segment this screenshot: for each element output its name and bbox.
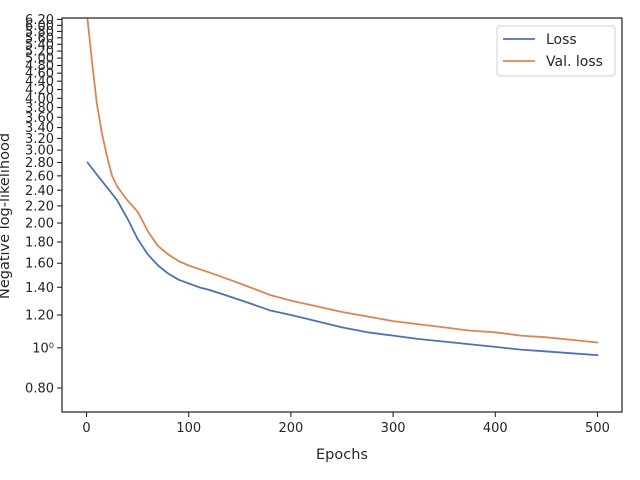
y-tick-label: 5.60	[25, 31, 54, 46]
legend: Loss Val. loss	[496, 25, 616, 77]
plot-lines	[86, 18, 599, 357]
y-tick-label: 4.40	[25, 75, 54, 90]
y-tick-label: 10⁰	[32, 341, 54, 356]
y-axis-label: Negative log-likelihood	[0, 133, 13, 299]
y-tick-label: 2.00	[25, 217, 54, 232]
y-tick-label: 3.20	[25, 132, 54, 147]
y-tick-label: 5.00	[25, 52, 54, 67]
axes-frame	[61, 17, 623, 413]
y-tick-label: 2.20	[25, 199, 54, 214]
x-tick-label: 0	[82, 421, 90, 436]
y-tick-label: 4.80	[25, 59, 54, 74]
y-tick-label: 6.20	[25, 13, 54, 28]
legend-label-loss: Loss	[546, 32, 577, 48]
legend-label-val-loss: Val. loss	[546, 54, 603, 70]
y-tick-label: 1.20	[25, 308, 54, 323]
y-tick-label: 5.20	[25, 45, 54, 60]
x-tick-label: 400	[483, 421, 508, 436]
y-tick-label: 2.40	[25, 184, 54, 199]
y-tick-label: 3.00	[25, 144, 54, 159]
x-tick-label: 500	[585, 421, 610, 436]
y-tick-label: 1.60	[25, 257, 54, 272]
series-line-loss	[86, 161, 599, 357]
y-axis-ticks: 0.80 10⁰ 1.20 1.40 1.60 1.80 2.00 2.202.402.602…	[25, 13, 62, 396]
y-tick-label: 3.80	[25, 101, 54, 116]
y-tick-label: 5.80	[25, 25, 54, 40]
y-tick-label: 0.80	[25, 381, 54, 396]
series-line-val-loss	[86, 18, 599, 344]
y-tick-label: 4.00	[25, 92, 54, 107]
y-tick-label: 1.40	[25, 281, 54, 296]
y-tick-label: 4.60	[25, 67, 54, 82]
x-tick-label: 300	[381, 421, 406, 436]
y-tick-label: 6.00	[25, 19, 54, 34]
y-tick-label: 3.60	[25, 111, 54, 126]
x-axis-label: Epochs	[316, 447, 368, 463]
y-tick-label: 1.80	[25, 236, 54, 251]
x-tick-label: 200	[278, 421, 303, 436]
y-tick-label: 3.40	[25, 121, 54, 136]
y-tick-label: 5.40	[25, 38, 54, 53]
x-tick-label: 100	[176, 421, 201, 436]
y-tick-label: 4.20	[25, 83, 54, 98]
y-tick-label: 2.60	[25, 169, 54, 184]
y-tick-label: 2.80	[25, 156, 54, 171]
x-axis-ticks: 0 100 200 300 400 500	[82, 412, 610, 436]
